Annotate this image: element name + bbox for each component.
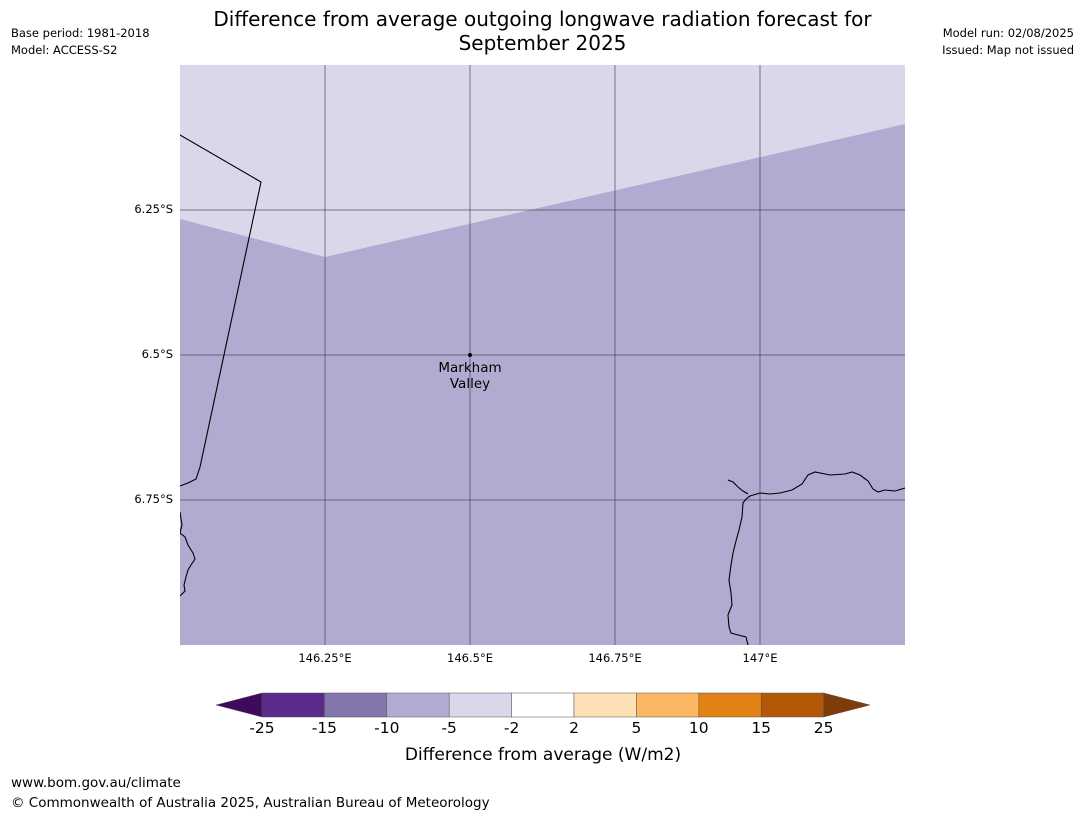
colorbar-tick-7: 5 xyxy=(631,719,642,737)
colorbar-tick-3: -10 xyxy=(374,719,400,737)
title-line-1: Difference from average outgoing longwav… xyxy=(213,7,872,31)
place-name-line-1: Markham xyxy=(438,360,502,376)
colorbar-extend-low xyxy=(215,692,263,718)
forecast-map xyxy=(180,65,905,645)
colorbar-swatch-9 xyxy=(760,692,824,718)
model-run-text: Model run: 02/08/2025 xyxy=(942,26,1074,40)
lon-label-146-5: 146.5°E xyxy=(447,651,493,665)
page-title: Difference from average outgoing longwav… xyxy=(180,7,905,55)
colorbar-tick-4: -5 xyxy=(441,719,457,737)
colorbar-tick-8: 10 xyxy=(688,719,709,737)
title-line-2: September 2025 xyxy=(458,31,627,55)
place-name-line-2: Valley xyxy=(449,376,491,392)
colorbar-swatch-5 xyxy=(511,692,575,718)
colorbar-extend-high xyxy=(823,692,871,718)
colorbar-tick-9: 15 xyxy=(751,719,772,737)
markham-valley-marker xyxy=(468,353,472,357)
colorbar-swatch-1 xyxy=(261,692,325,718)
metadata-left: Base period: 1981-2018 Model: ACCESS-S2 xyxy=(11,25,150,59)
footer-copyright: © Commonwealth of Australia 2025, Austra… xyxy=(11,795,490,811)
lat-label-6-75: 6.75°S xyxy=(134,492,173,506)
colorbar-swatch-2 xyxy=(324,692,388,718)
colorbar-swatch-7 xyxy=(636,692,700,718)
coastline-east xyxy=(727,471,905,645)
lon-label-147: 147°E xyxy=(742,651,778,665)
colorbar-swatch-4 xyxy=(448,692,512,718)
colorbar xyxy=(215,692,871,718)
model-text: Model: ACCESS-S2 xyxy=(11,43,118,57)
colorbar-tick-1: -25 xyxy=(249,719,275,737)
footer-url: www.bom.gov.au/climate xyxy=(11,775,181,791)
boundaries xyxy=(180,134,905,645)
colorbar-svg xyxy=(215,692,871,718)
colorbar-tick-2: -15 xyxy=(311,719,338,737)
lon-label-146-75: 146.75°E xyxy=(588,651,642,665)
issued-text: Issued: Map not issued xyxy=(942,43,1074,57)
lat-label-6-5: 6.5°S xyxy=(141,347,173,361)
colorbar-swatch-6 xyxy=(573,692,637,718)
colorbar-swatch-8 xyxy=(698,692,762,718)
lon-label-146-25: 146.25°E xyxy=(298,651,352,665)
map-band-darker xyxy=(180,124,905,645)
lat-label-6-25: 6.25°S xyxy=(134,202,173,216)
coastline-east-inlet xyxy=(727,479,749,495)
coastline-west xyxy=(180,511,196,597)
colorbar-swatch-3 xyxy=(386,692,450,718)
colorbar-tick-6: 2 xyxy=(569,719,579,737)
metadata-right: Model run: 02/08/2025 Issued: Map not is… xyxy=(942,25,1074,59)
base-period-text: Base period: 1981-2018 xyxy=(11,26,150,40)
colorbar-label: Difference from average (W/m2) xyxy=(404,745,682,765)
map-canvas xyxy=(180,65,905,645)
place-label-markham-valley: Markham Valley xyxy=(420,360,520,392)
colorbar-tick-5: -2 xyxy=(503,719,520,737)
border-line xyxy=(180,134,262,487)
colorbar-tick-10: 25 xyxy=(813,719,834,737)
